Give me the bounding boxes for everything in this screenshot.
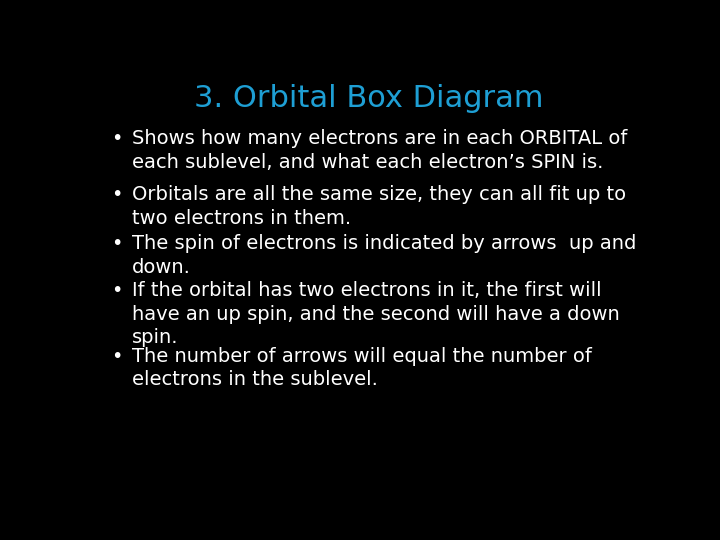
- Text: •: •: [111, 281, 122, 300]
- Text: •: •: [111, 185, 122, 204]
- Text: The number of arrows will equal the number of
electrons in the sublevel.: The number of arrows will equal the numb…: [132, 347, 592, 389]
- Text: •: •: [111, 347, 122, 366]
- Text: Orbitals are all the same size, they can all fit up to
two electrons in them.: Orbitals are all the same size, they can…: [132, 185, 626, 228]
- Text: If the orbital has two electrons in it, the first will
have an up spin, and the : If the orbital has two electrons in it, …: [132, 281, 620, 347]
- Text: 3. Orbital Box Diagram: 3. Orbital Box Diagram: [194, 84, 544, 112]
- Text: •: •: [111, 129, 122, 149]
- Text: •: •: [111, 234, 122, 253]
- Text: Shows how many electrons are in each ORBITAL of
each sublevel, and what each ele: Shows how many electrons are in each ORB…: [132, 129, 627, 172]
- Text: The spin of electrons is indicated by arrows  up and
down.: The spin of electrons is indicated by ar…: [132, 234, 636, 277]
